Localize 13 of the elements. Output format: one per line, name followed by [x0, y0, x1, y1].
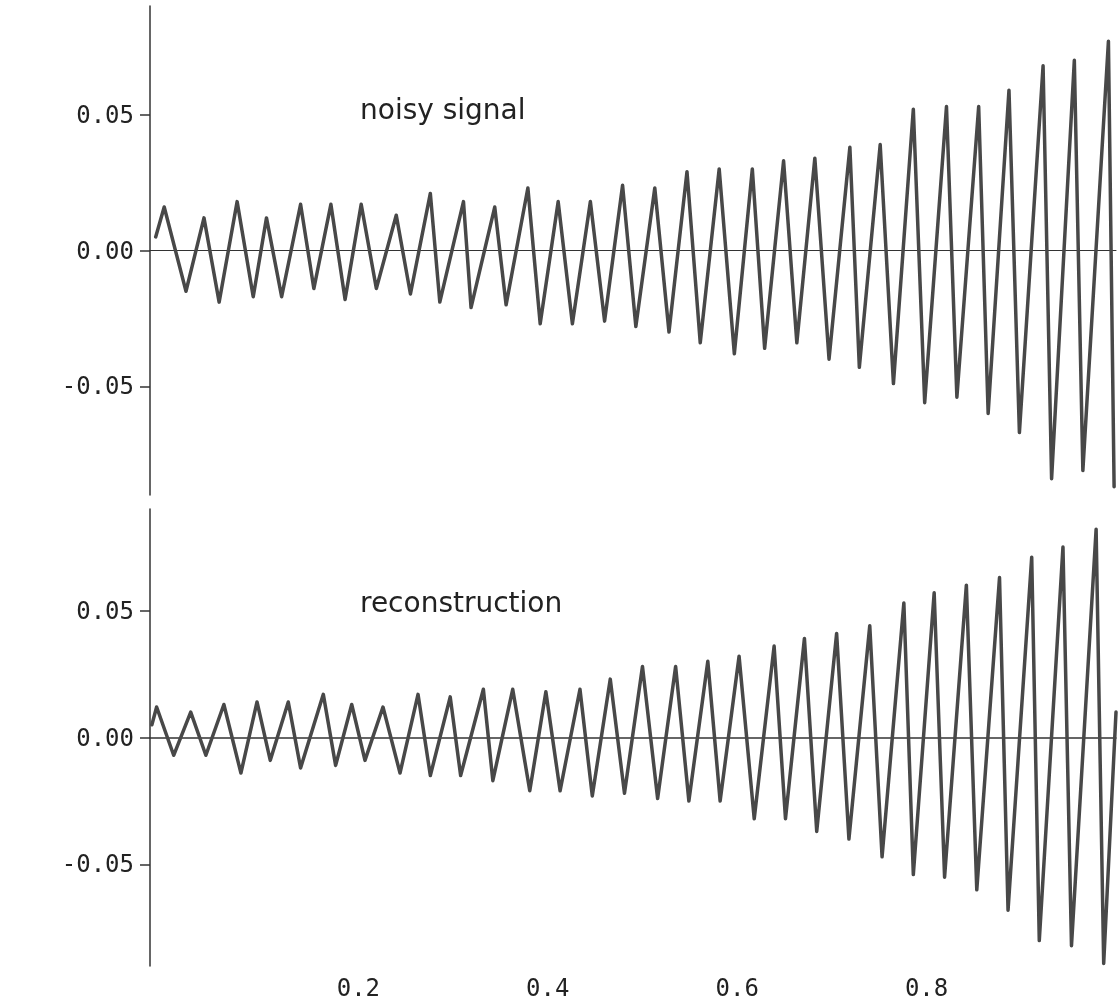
x-tick-label: 0.6	[715, 973, 759, 1002]
x-tick-label: 0.8	[904, 973, 949, 1002]
y-tick-label: 0.00	[76, 236, 134, 265]
text: noisy signal	[360, 92, 526, 126]
y-tick-label: 0.05	[76, 596, 134, 625]
line-series	[153, 39, 1116, 489]
y-tick-label: 0.05	[76, 100, 134, 129]
x-tick-label: 0.4	[526, 973, 570, 1002]
y-tick-label: -0.05	[61, 849, 134, 878]
y-tick-label: -0.05	[61, 372, 134, 401]
y-tick-label: 0.00	[76, 723, 134, 751]
text: reconstruction	[360, 585, 563, 618]
x-tick-label: 0.2	[336, 973, 381, 1002]
